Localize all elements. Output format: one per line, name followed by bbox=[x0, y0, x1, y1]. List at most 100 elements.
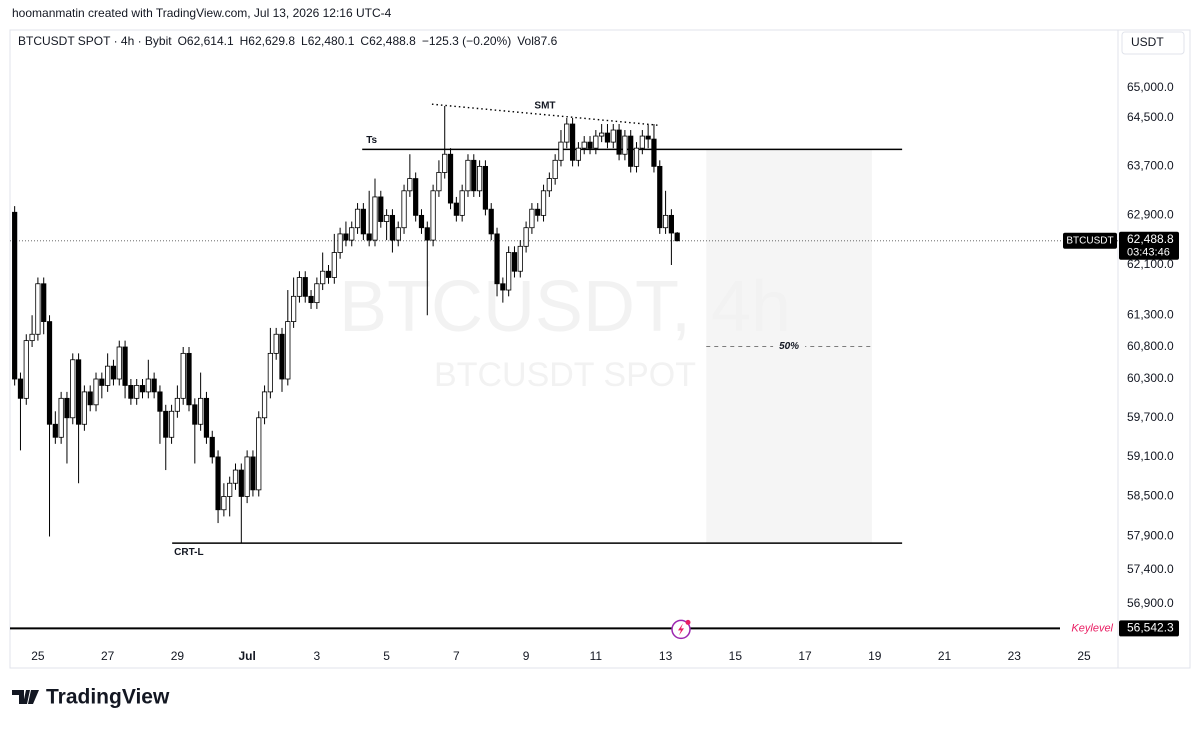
chart-frame bbox=[9, 29, 1191, 669]
candle-body bbox=[35, 283, 41, 335]
candle-body bbox=[180, 352, 186, 399]
currency-box[interactable] bbox=[1121, 31, 1185, 55]
keylevel-tag-label: 56,542.3 bbox=[1127, 621, 1174, 635]
y-tick-label: 61,300.0 bbox=[1127, 307, 1174, 321]
candle-body bbox=[87, 391, 93, 406]
candle-body bbox=[285, 321, 291, 380]
candle-body bbox=[442, 153, 448, 173]
legend-low: L62,480.1 bbox=[301, 34, 355, 48]
candle-body bbox=[192, 404, 198, 425]
x-tick-label: 19 bbox=[868, 649, 882, 663]
candle-body bbox=[238, 469, 244, 497]
x-tick-label: 7 bbox=[453, 649, 460, 663]
candle-body bbox=[622, 135, 628, 155]
candle-body bbox=[436, 172, 442, 192]
candle-body bbox=[569, 123, 576, 161]
candle-body bbox=[418, 214, 425, 229]
candle-body bbox=[302, 277, 308, 297]
x-tick-label: 5 bbox=[383, 649, 390, 663]
candle-body bbox=[587, 141, 593, 149]
candle-body bbox=[209, 436, 215, 458]
candle-body bbox=[645, 135, 651, 140]
candle-body bbox=[389, 214, 396, 241]
y-tick-label: 57,900.0 bbox=[1127, 529, 1174, 543]
candle-body bbox=[116, 346, 122, 380]
candle-body bbox=[70, 359, 76, 419]
candle-body bbox=[506, 252, 512, 291]
candle-body bbox=[227, 482, 233, 497]
candle-body bbox=[535, 208, 541, 216]
candle-body bbox=[593, 135, 599, 149]
candle-body bbox=[134, 385, 140, 399]
candle-body bbox=[471, 159, 477, 192]
candle-body bbox=[628, 135, 634, 167]
symbol-legend: BTCUSDT SPOT · 4h · Bybit O62,614.1 H62,62… bbox=[18, 34, 558, 48]
candle-body bbox=[604, 132, 611, 143]
symbol-tag-label: BTCUSDT bbox=[1066, 235, 1113, 246]
candle-body bbox=[360, 208, 366, 235]
candle-body bbox=[529, 208, 535, 229]
x-tick-label: 11 bbox=[590, 649, 603, 663]
y-tick-label: 64,500.0 bbox=[1127, 110, 1174, 124]
candle-body bbox=[413, 178, 419, 216]
header-text: hoomanmatin created with TradingView.com… bbox=[12, 6, 392, 20]
candle-body bbox=[465, 159, 471, 192]
x-tick-label: 27 bbox=[101, 649, 115, 663]
x-tick-label: 29 bbox=[171, 649, 185, 663]
candle-body bbox=[17, 378, 24, 399]
legend-change: −125.3 (−0.20%) bbox=[422, 34, 511, 48]
smt-label: SMT bbox=[534, 100, 555, 111]
x-tick-label: 9 bbox=[523, 649, 530, 663]
candle-body bbox=[511, 252, 518, 272]
candle-body bbox=[296, 277, 303, 297]
candle-body bbox=[128, 385, 134, 399]
candle-body bbox=[23, 340, 29, 399]
x-tick-label: 25 bbox=[31, 649, 45, 663]
candle-body bbox=[378, 196, 384, 222]
candle-body bbox=[558, 141, 564, 161]
candle-body bbox=[337, 233, 343, 253]
candle-body bbox=[599, 132, 605, 137]
x-tick-label: Jul bbox=[238, 649, 255, 663]
candle-body bbox=[291, 295, 297, 322]
candle-body bbox=[372, 196, 378, 241]
zone-label-bg bbox=[773, 339, 806, 354]
candle-body bbox=[81, 391, 87, 425]
candle-body bbox=[105, 365, 111, 386]
candle-body bbox=[325, 270, 332, 278]
x-tick-label: 25 bbox=[1077, 649, 1091, 663]
candle-body bbox=[261, 391, 268, 419]
candle-body bbox=[366, 233, 372, 241]
brand-name: TradingView bbox=[46, 686, 170, 709]
candle-body bbox=[52, 423, 58, 438]
candle-body bbox=[616, 129, 622, 155]
candle-body bbox=[186, 352, 192, 406]
y-tick-label: 56,900.0 bbox=[1127, 596, 1174, 610]
candle-body bbox=[546, 178, 552, 192]
candle-body bbox=[110, 365, 117, 380]
candle-body bbox=[157, 391, 163, 412]
y-tick-label: 58,500.0 bbox=[1127, 489, 1174, 503]
candle-body bbox=[308, 295, 314, 304]
candle-body bbox=[75, 359, 82, 425]
candle-body bbox=[139, 385, 146, 393]
smt-line bbox=[431, 103, 659, 126]
candle-body bbox=[29, 333, 35, 342]
candle-body bbox=[657, 165, 663, 229]
candle-body bbox=[349, 227, 355, 241]
candle-body bbox=[459, 190, 465, 216]
brand: TradingView bbox=[12, 686, 170, 709]
currency-label[interactable]: USDT bbox=[1131, 35, 1164, 49]
legend-volume: Vol87.6 bbox=[517, 34, 557, 48]
candle-body bbox=[273, 333, 279, 354]
annotation-label: Ts bbox=[366, 135, 377, 146]
candle-body bbox=[174, 397, 180, 412]
candle-body bbox=[447, 153, 454, 204]
candle-body bbox=[64, 397, 70, 419]
candle-body bbox=[41, 283, 47, 322]
candle-body bbox=[552, 159, 558, 179]
candle-body bbox=[244, 456, 250, 497]
candle-body bbox=[203, 397, 210, 438]
